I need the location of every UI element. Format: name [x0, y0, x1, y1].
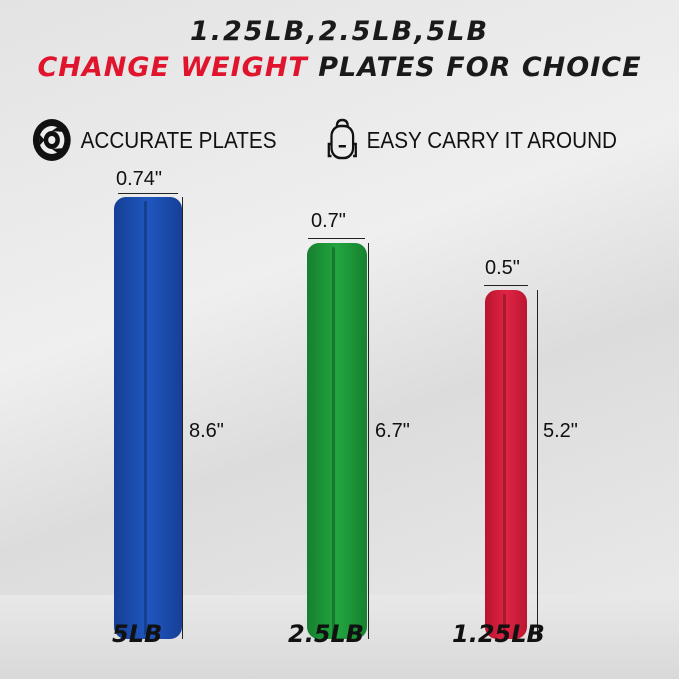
diameter-label: 6.7": [375, 420, 410, 442]
thickness-label: 0.74": [116, 168, 163, 190]
diameter-label: 8.6": [189, 420, 224, 442]
thickness-line: [118, 193, 178, 194]
plate-1-25lb: [485, 290, 527, 639]
feature-label: EASY CARRY IT AROUND: [366, 126, 618, 153]
title-rest: PLATES FOR CHOICE: [307, 52, 642, 83]
title-line-1: 1.25LB,2.5LB,5LB: [189, 16, 490, 47]
weight-label: 1.25LB: [452, 620, 545, 648]
diameter-line: [182, 197, 183, 639]
diameter-line: [368, 243, 369, 639]
feature-label: ACCURATE PLATES: [80, 126, 277, 153]
diameter-line: [537, 290, 538, 639]
title-highlight: CHANGE WEIGHT: [37, 52, 308, 83]
weight-label: 5LB: [112, 620, 163, 648]
feature-accurate-plates: ACCURATE PLATES: [32, 118, 277, 162]
backpack-icon: [327, 118, 357, 160]
plate-2-5lb: [307, 243, 367, 639]
thickness-label: 0.5": [485, 257, 520, 279]
title-line-2: CHANGE WEIGHT PLATES FOR CHOICE: [0, 52, 679, 83]
feature-easy-carry: EASY CARRY IT AROUND: [327, 118, 617, 162]
thickness-label: 0.7": [311, 210, 346, 232]
weight-plate-icon: [32, 119, 71, 161]
thickness-line: [484, 285, 528, 286]
plate-5lb: [114, 197, 182, 639]
weight-label: 2.5LB: [288, 620, 365, 648]
thickness-line: [308, 238, 365, 239]
diameter-label: 5.2": [543, 420, 578, 442]
